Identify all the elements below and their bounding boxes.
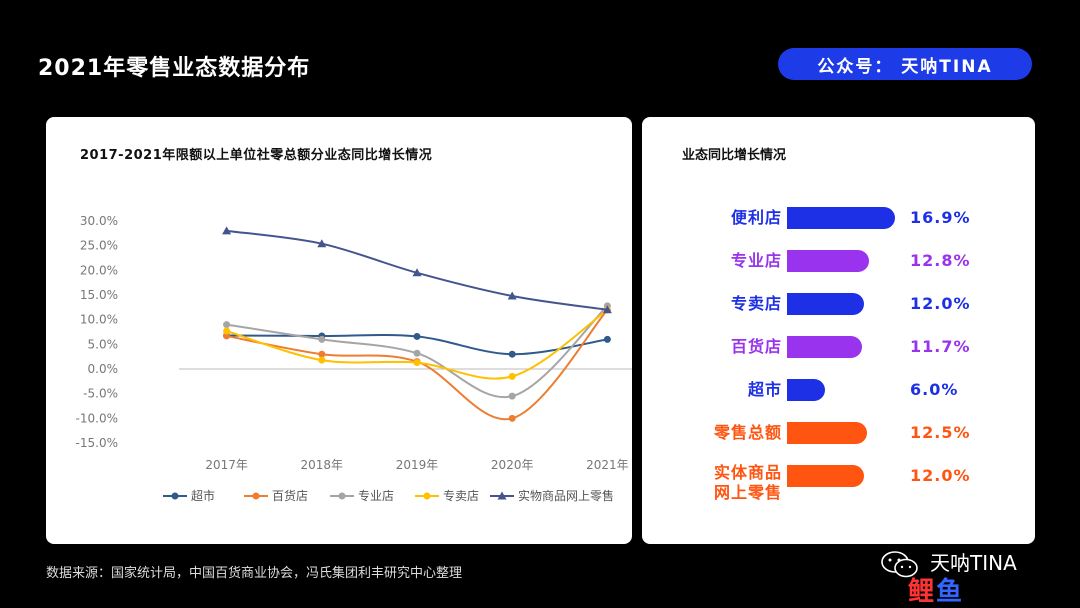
series-line bbox=[226, 309, 609, 421]
y-tick-label: 20.0% bbox=[80, 263, 118, 277]
bar bbox=[787, 422, 867, 444]
bar-value-label: 12.0% bbox=[910, 466, 971, 485]
line-chart-title: 2017-2021年限额以上单位社零总额分业态同比增长情况 bbox=[80, 148, 433, 163]
y-tick-label: 30.0% bbox=[80, 214, 118, 228]
data-point bbox=[413, 349, 421, 357]
data-point bbox=[507, 291, 517, 300]
data-point bbox=[508, 350, 516, 358]
data-point bbox=[508, 372, 516, 380]
bar-row: 百货店 11.7% bbox=[642, 336, 1035, 358]
y-tick-label: 0.0% bbox=[88, 362, 119, 376]
bar-category-line: 实体商品 bbox=[713, 463, 782, 482]
bar bbox=[787, 207, 895, 229]
wechat-icon bbox=[881, 551, 918, 578]
bar-category-line: 网上零售 bbox=[713, 483, 782, 502]
bar-value-label: 12.8% bbox=[910, 251, 971, 270]
y-tick-label: 10.0% bbox=[80, 313, 118, 327]
bar-category-label: 超市 bbox=[748, 379, 782, 401]
data-point bbox=[602, 305, 612, 314]
bar-category-label: 零售总额 bbox=[714, 422, 782, 444]
data-point bbox=[413, 359, 421, 367]
bar-row: 专卖店 12.0% bbox=[642, 293, 1035, 315]
bar-category-label: 百货店 bbox=[731, 336, 782, 358]
bar-row: 超市 6.0% bbox=[642, 379, 1035, 401]
data-point bbox=[317, 239, 327, 248]
legend-marker bbox=[171, 492, 179, 500]
data-point bbox=[508, 392, 516, 400]
bar-value-label: 12.0% bbox=[910, 294, 971, 313]
bar-category-line: 专业店 bbox=[730, 251, 782, 270]
watermark-text: 天呐TINA bbox=[930, 551, 1017, 575]
bar-category-line: 专卖店 bbox=[730, 294, 782, 313]
y-tick-label: -5.0% bbox=[83, 387, 118, 401]
bar-value-label: 6.0% bbox=[910, 380, 959, 399]
legend-label: 专业店 bbox=[358, 488, 394, 503]
bar-category-line: 百货店 bbox=[730, 337, 782, 356]
bar-category-label: 实体商品 网上零售 bbox=[702, 463, 782, 502]
data-point bbox=[413, 332, 421, 340]
x-tick-label: 2019年 bbox=[396, 458, 439, 472]
page-title: 2021年零售业态数据分布 bbox=[38, 56, 311, 81]
y-tick-label: 5.0% bbox=[88, 337, 119, 351]
bar-category-line: 超市 bbox=[747, 380, 782, 399]
y-tick-label: 25.0% bbox=[80, 239, 118, 253]
bar bbox=[787, 379, 826, 401]
x-tick-label: 2018年 bbox=[301, 458, 344, 472]
bar bbox=[787, 336, 862, 358]
bar-chart-title: 业态同比增长情况 bbox=[682, 148, 787, 163]
bar-chart-panel: 业态同比增长情况 便利店 16.9% 专业店 12.8% 专卖店 12.0% 百货店 11.7… bbox=[642, 117, 1035, 544]
watermark-logo: 鲤鱼 bbox=[908, 577, 965, 607]
series-line bbox=[226, 308, 608, 380]
y-tick-label: -10.0% bbox=[76, 411, 118, 425]
bar-row: 零售总额 12.5% bbox=[642, 422, 1035, 444]
series-line bbox=[226, 305, 609, 399]
bar bbox=[787, 293, 864, 315]
x-tick-label: 2017年 bbox=[205, 458, 248, 472]
data-point bbox=[223, 327, 231, 335]
bar bbox=[787, 465, 864, 487]
watermark: 天呐TINA 鲤鱼 bbox=[878, 545, 1058, 607]
data-point bbox=[222, 226, 232, 235]
line-chart: 30.0% 25.0% 20.0% 15.0% 10.0% 5.0% 0.0% -5.0% -1… bbox=[76, 214, 632, 503]
legend-marker bbox=[252, 492, 260, 500]
bar-value-label: 11.7% bbox=[910, 337, 971, 356]
y-tick-label: -15.0% bbox=[76, 436, 118, 450]
bar-category-line: 便利店 bbox=[730, 208, 782, 227]
legend-label: 百货店 bbox=[272, 488, 308, 503]
data-point bbox=[603, 335, 611, 343]
bar bbox=[787, 250, 869, 272]
legend-marker bbox=[423, 492, 431, 500]
bar-row: 便利店 16.9% bbox=[642, 207, 1035, 229]
x-tick-label: 2020年 bbox=[491, 458, 534, 472]
legend-label: 超市 bbox=[191, 488, 215, 503]
bar-category-label: 专卖店 bbox=[731, 293, 782, 315]
bar-category-label: 专业店 bbox=[731, 250, 782, 272]
data-point bbox=[318, 335, 326, 343]
bar-category-line: 零售总额 bbox=[713, 423, 782, 442]
legend-label: 实物商品网上零售 bbox=[518, 488, 614, 503]
data-point bbox=[223, 321, 231, 329]
line-chart-panel: 2017-2021年限额以上单位社零总额分业态同比增长情况 30.0% 25.0%… bbox=[46, 117, 632, 544]
bar-row: 实体商品 网上零售 12.0% bbox=[642, 463, 1035, 502]
source-note: 数据来源：国家统计局，中国百货商业协会，冯氏集团利丰研究中心整理 bbox=[46, 566, 463, 581]
legend-marker bbox=[338, 492, 346, 500]
bar-row: 专业店 12.8% bbox=[642, 250, 1035, 272]
data-point bbox=[318, 350, 326, 358]
data-point bbox=[318, 356, 326, 364]
data-point bbox=[508, 414, 516, 422]
legend-label: 专卖店 bbox=[443, 488, 479, 503]
legend-marker bbox=[497, 491, 507, 500]
bar-value-label: 16.9% bbox=[910, 208, 971, 227]
account-badge: 公众号： 天呐TINA bbox=[778, 48, 1032, 80]
bar-value-label: 12.5% bbox=[910, 423, 971, 442]
y-tick-label: 15.0% bbox=[80, 288, 118, 302]
data-point bbox=[412, 268, 422, 277]
bar-category-label: 便利店 bbox=[731, 207, 782, 229]
data-point bbox=[223, 332, 231, 340]
x-tick-label: 2021年 bbox=[586, 458, 629, 472]
